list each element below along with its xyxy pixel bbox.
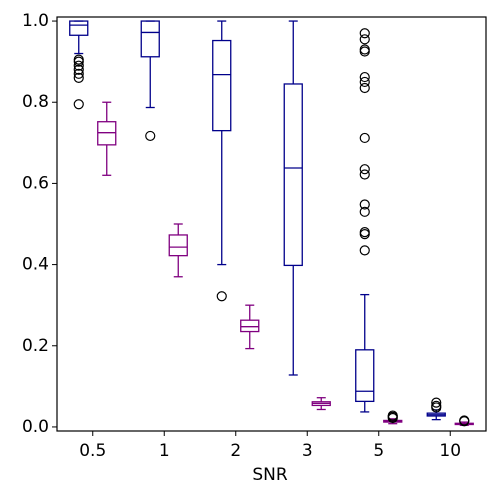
x-tick-label: 0.5 [79, 441, 106, 461]
y-tick-label: 0.2 [22, 336, 49, 356]
outlier [73, 56, 84, 67]
outlier [359, 34, 370, 45]
outlier [359, 71, 370, 83]
outlier [73, 68, 84, 79]
y-tick-label: 0.8 [22, 92, 49, 112]
outlier [359, 46, 370, 57]
outlier [431, 400, 442, 411]
outlier [359, 229, 370, 240]
outlier [73, 72, 84, 83]
y-tick-label: 0.6 [22, 173, 49, 193]
outlier [387, 410, 398, 421]
y-tick-label: 0.4 [22, 255, 49, 275]
outlier [359, 28, 370, 39]
outlier [359, 169, 370, 180]
box [168, 234, 188, 257]
x-axis-label: SNR [252, 465, 288, 485]
outlier [359, 76, 370, 88]
box [212, 39, 232, 132]
y-tick-label: 0.0 [22, 417, 49, 437]
x-tick-label: 5 [373, 441, 384, 461]
x-tick-label: 2 [230, 441, 241, 461]
outlier [359, 82, 370, 94]
x-tick-label: 10 [439, 441, 461, 461]
box [240, 319, 260, 333]
outlier [359, 227, 370, 238]
outlier [359, 164, 370, 175]
x-tick-label: 3 [302, 441, 313, 461]
box [283, 83, 303, 267]
outlier [359, 245, 370, 256]
outlier [359, 132, 370, 144]
plot-frame [56, 16, 487, 432]
outlier [431, 397, 442, 408]
outlier [459, 415, 470, 426]
outlier [73, 99, 84, 110]
outlier [145, 130, 156, 142]
x-tick-label: 1 [159, 441, 170, 461]
box [69, 20, 89, 36]
outlier [359, 44, 370, 55]
outlier [359, 206, 370, 217]
box [355, 349, 375, 403]
outlier [73, 60, 84, 71]
y-tick-label: 1.0 [22, 11, 49, 31]
outlier [216, 291, 227, 302]
box [140, 20, 160, 58]
outlier [359, 199, 370, 210]
outlier [73, 64, 84, 75]
